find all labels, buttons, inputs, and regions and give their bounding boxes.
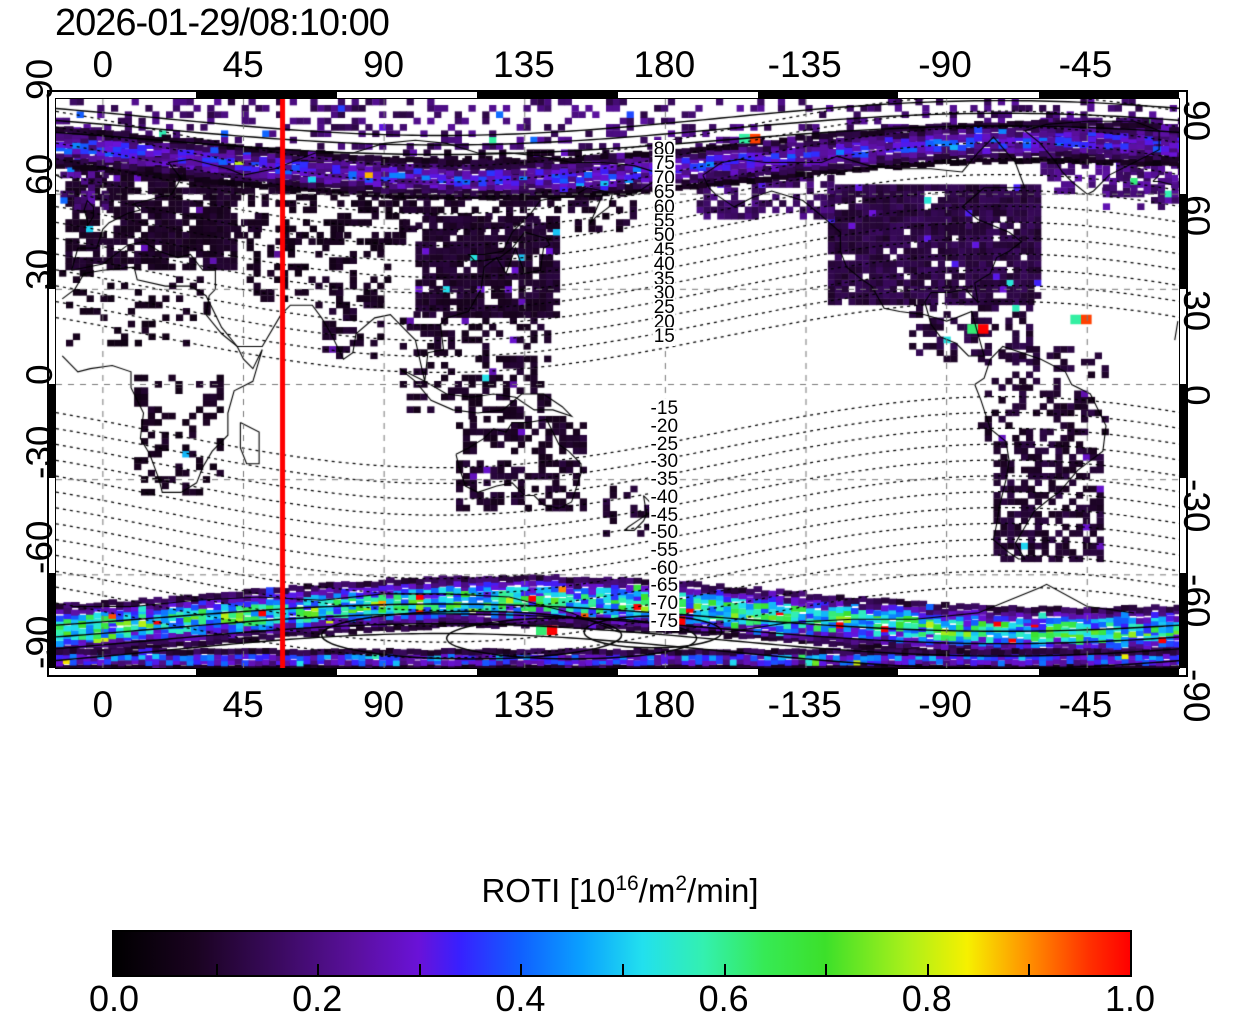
colorbar-tick: [926, 964, 929, 975]
frame-band: [196, 668, 337, 675]
map-plot-frame: [47, 90, 1188, 677]
frame-band: [1179, 193, 1186, 289]
longitude-tick-label: -135: [767, 44, 842, 85]
longitude-tick-label: 180: [633, 44, 696, 85]
longitude-tick-label: -45: [1058, 684, 1113, 725]
longitude-tick-label: 45: [222, 44, 264, 85]
mlat-contour-label: -55: [649, 539, 680, 561]
frame-band: [47, 90, 49, 677]
colorbar-tick-label: 0.0: [88, 978, 140, 1019]
frame-band: [1186, 90, 1188, 677]
frame-band: [49, 573, 56, 668]
frame-band: [47, 675, 1188, 677]
roti-heatmap-canvas: [56, 99, 1179, 668]
page-title: 2026-01-29/08:10:00: [55, 2, 390, 44]
frame-band: [196, 92, 337, 99]
latitude-tick-label: -90: [1176, 669, 1217, 723]
mlat-contour-label: 55: [652, 211, 676, 232]
mlat-contour-label: 25: [652, 297, 676, 319]
frame-band: [47, 90, 1188, 92]
mlat-contour-label: -65: [649, 575, 680, 597]
latitude-tick-label: 90: [1176, 100, 1217, 142]
latitude-tick-label: -30: [1176, 479, 1217, 533]
frame-band: [55, 668, 1180, 669]
mlat-contour-label: 35: [652, 268, 676, 290]
colorbar-tick-label: 0.8: [901, 978, 952, 1019]
longitude-tick-label: 135: [493, 684, 555, 725]
colorbar-tick: [317, 964, 320, 975]
colorbar-tick-label: 0.4: [495, 978, 546, 1019]
longitude-tick-label: 90: [362, 44, 405, 85]
longitude-tick-label: -90: [918, 44, 972, 85]
longitude-tick-label: 135: [493, 44, 555, 85]
frame-band: [49, 383, 56, 479]
mlat-contour-label: 60: [652, 196, 676, 218]
mlat-contour-label: -45: [649, 504, 680, 526]
colorbar-tick: [215, 964, 218, 975]
mlat-contour-label: -25: [649, 433, 680, 455]
colorbar-tick-label: 0.2: [292, 978, 343, 1019]
mlat-contour-label: -75: [649, 610, 680, 632]
frame-band: [477, 668, 618, 675]
mlat-contour-label: 40: [652, 254, 676, 276]
longitude-tick-label: 90: [362, 684, 405, 725]
mlat-contour-label: 50: [652, 225, 676, 247]
mlat-contour-label: -15: [649, 398, 680, 420]
frame-band: [55, 98, 1180, 99]
colorbar: [112, 930, 1132, 977]
mlat-contour-label: 80: [652, 139, 676, 161]
frame-band: [757, 92, 899, 99]
longitude-tick-label: -45: [1058, 44, 1113, 85]
colorbar-tick: [622, 964, 624, 975]
mlat-contour-label: -40: [649, 486, 680, 508]
mlat-contour-label: 45: [652, 239, 676, 261]
longitude-tick-label: -90: [918, 684, 972, 725]
colorbar-tick-label: 0.6: [698, 978, 749, 1019]
colorbar-tick: [1028, 964, 1031, 975]
colorbar-tick: [520, 964, 523, 975]
frame-band: [1038, 92, 1179, 99]
mlat-contour-label: 70: [652, 167, 676, 189]
mlat-contour-label: -50: [649, 522, 680, 544]
latitude-tick-label: 30: [1176, 289, 1217, 331]
frame-band: [1038, 668, 1179, 675]
frame-band: [49, 193, 56, 289]
mlat-contour-label: 20: [652, 311, 676, 333]
frame-band: [757, 668, 899, 675]
colorbar-tick: [723, 964, 726, 975]
colorbar-tick-label: 1.0: [1104, 978, 1156, 1019]
mlat-contour-label: -30: [649, 451, 680, 473]
colorbar-tick: [825, 964, 828, 975]
mlat-contour-label: -70: [649, 593, 680, 615]
longitude-tick-label: 0: [92, 44, 114, 85]
frame-band: [1179, 573, 1186, 668]
mlat-contour-label: 75: [652, 153, 676, 175]
colorbar-title: ROTI [1016/m2/min]: [481, 872, 759, 909]
longitude-tick-label: 0: [92, 684, 114, 725]
colorbar-tick: [418, 964, 421, 975]
longitude-tick-label: 180: [633, 684, 696, 725]
latitude-tick-label: 90: [19, 58, 60, 100]
mlat-contour-label: 30: [652, 282, 676, 304]
longitude-tick-label: -135: [767, 684, 842, 725]
frame-band: [1179, 383, 1186, 479]
mlat-contour-label: 65: [652, 182, 676, 204]
map-data-area: [55, 98, 1180, 669]
mlat-contour-label: -60: [649, 557, 680, 579]
frame-band: [477, 92, 618, 99]
mlat-contour-label: -35: [649, 469, 680, 491]
longitude-tick-label: 45: [222, 684, 264, 725]
mlat-contour-label: 15: [652, 326, 676, 348]
colorbar-gradient: [114, 932, 1130, 975]
mlat-contour-label: -20: [649, 416, 680, 437]
